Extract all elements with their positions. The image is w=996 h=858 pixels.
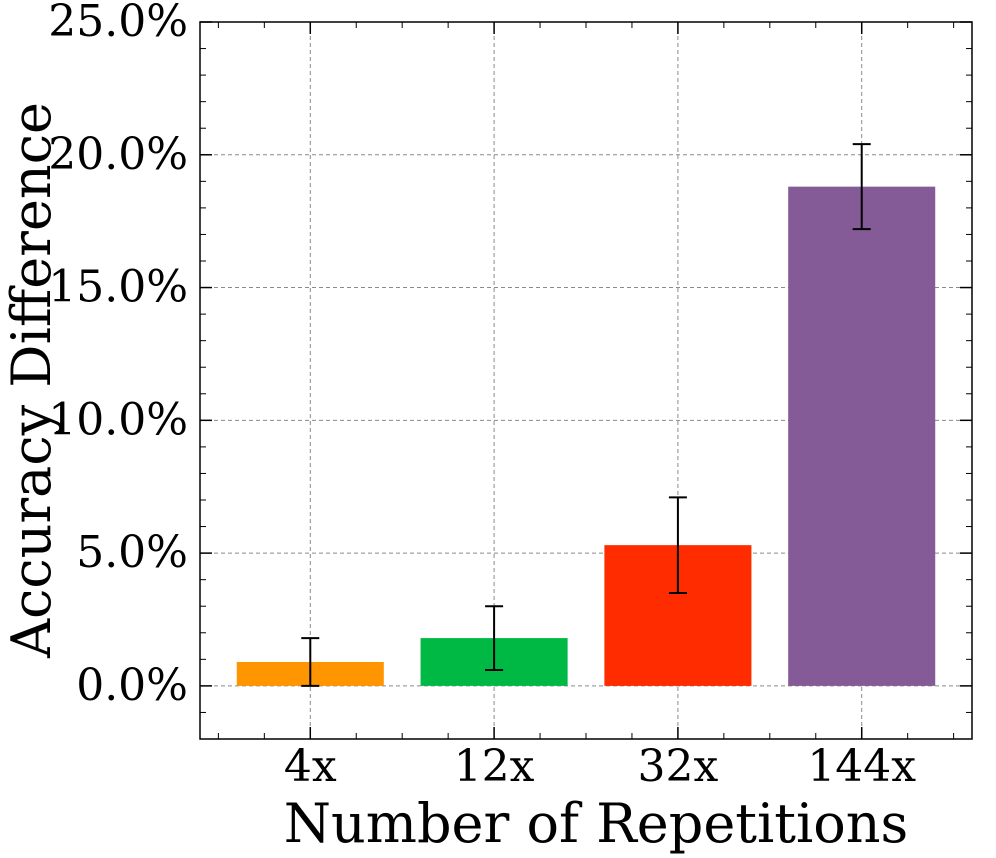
y-tick-label: 20.0%	[48, 129, 188, 180]
x-tick-labels: 4x 12x 32x 144x	[284, 741, 916, 792]
y-axis-title: Accuracy Difference	[0, 102, 63, 659]
y-tick-label: 15.0%	[48, 262, 188, 313]
y-tick-label: 5.0%	[76, 527, 188, 578]
y-tick-labels: 0.0% 5.0% 10.0% 15.0% 20.0% 25.0%	[48, 0, 188, 711]
x-tick-label: 4x	[284, 741, 337, 792]
x-tick-label: 12x	[454, 741, 535, 792]
y-tick-label: 25.0%	[48, 0, 188, 47]
axis-ticks	[200, 21, 972, 740]
x-axis-title: Number of Repetitions	[284, 792, 908, 855]
grid-lines	[200, 21, 972, 739]
y-tick-label: 10.0%	[48, 394, 188, 445]
x-tick-label: 144x	[807, 741, 916, 792]
bars	[236, 186, 936, 686]
error-bars	[301, 143, 871, 687]
x-tick-label: 32x	[637, 741, 718, 792]
y-tick-label: 0.0%	[76, 660, 188, 711]
bar-144x	[788, 186, 936, 686]
